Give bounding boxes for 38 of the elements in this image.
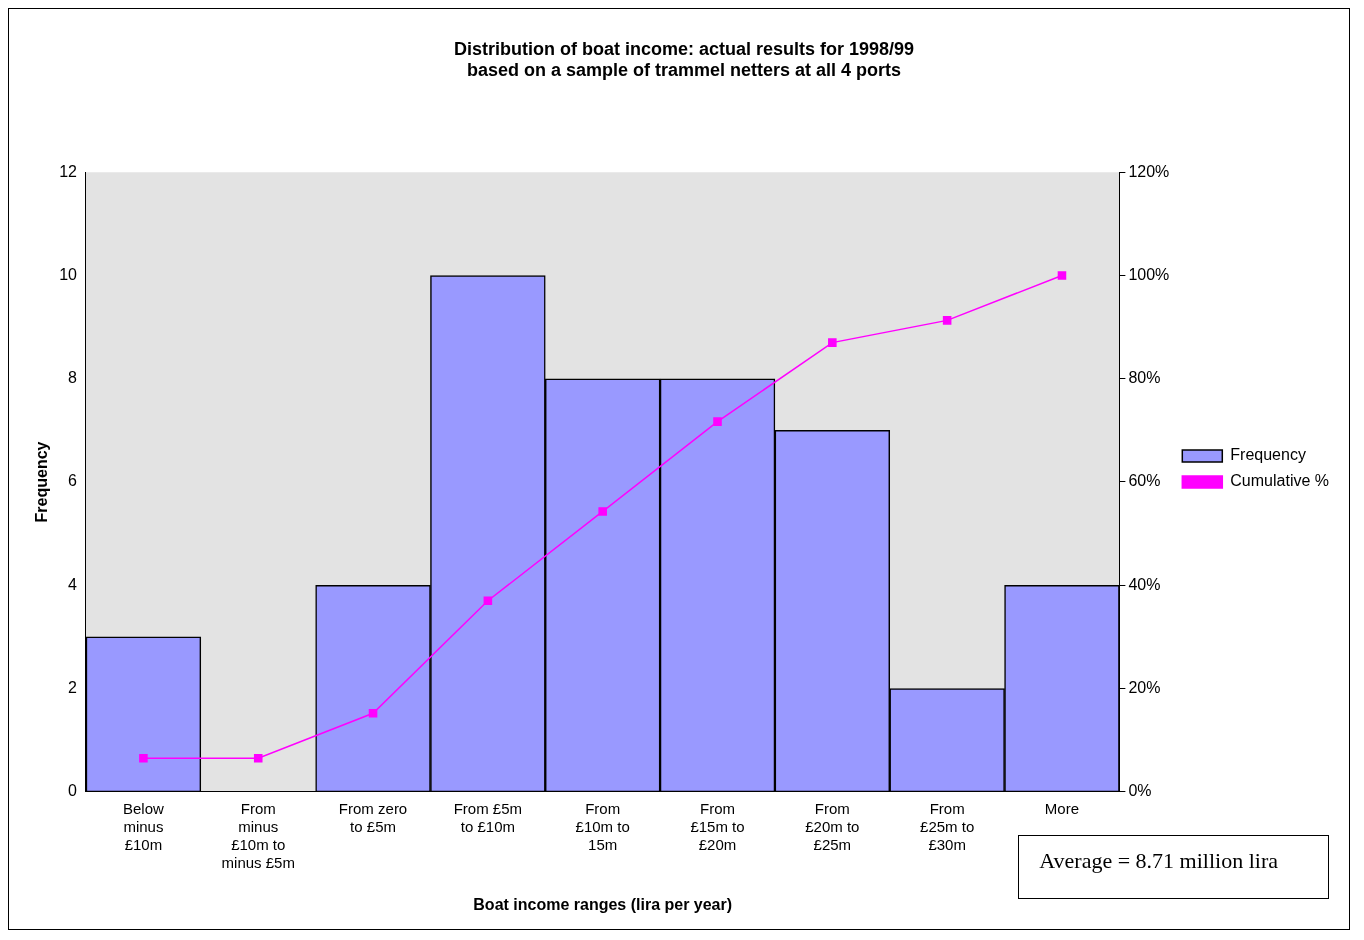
point	[942, 316, 952, 325]
y-tick-label: 12	[59, 162, 78, 180]
y-tick-label: 0	[68, 782, 78, 800]
x-tick-label: From £15m to £20m	[690, 799, 745, 853]
y2-tick-label: 100%	[1128, 265, 1170, 283]
y-tick-label: 2	[68, 678, 78, 696]
x-tick-label: From £5m to £10m	[453, 799, 523, 835]
legend-label: Frequency	[1230, 446, 1306, 464]
point	[598, 507, 607, 516]
y2-tick-label: 20%	[1128, 678, 1161, 696]
y-tick-label: 8	[68, 369, 78, 387]
y2-tick-label: 40%	[1128, 575, 1161, 593]
x-tick-label: From zero to £5m	[338, 799, 408, 835]
x-tick-label: From £10m to 15m	[575, 799, 630, 853]
x-tick-label: From £25m to £30m	[920, 799, 975, 853]
point	[713, 417, 722, 426]
x-tick-label: From minus £10m to minus £5m	[221, 799, 295, 871]
x-tick-label: Below minus £10m	[122, 799, 164, 853]
x-tick-label: More	[1044, 799, 1080, 817]
legend-label: Cumulative %	[1230, 472, 1329, 490]
y-tick-label: 6	[68, 472, 78, 490]
point	[368, 709, 378, 718]
point	[253, 753, 263, 763]
y-tick-label: 4	[68, 575, 78, 593]
point	[139, 753, 148, 763]
y2-tick-label: 60%	[1128, 472, 1161, 490]
point	[1057, 271, 1067, 280]
x-axis-title: Boat income ranges (lira per year)	[473, 895, 733, 913]
chart-title: Distribution of boat income: actual results for 1998/99 based on a sample of trammel netters at all 4 ports	[453, 38, 915, 81]
point	[483, 596, 493, 606]
y2-tick-label: 0%	[1128, 782, 1152, 800]
y-axis-title: Frequency	[33, 441, 51, 523]
y-tick-label: 10	[59, 265, 78, 283]
x-tick-label: From £20m to £25m	[805, 799, 860, 853]
point	[828, 338, 837, 347]
y2-tick-label: 80%	[1128, 369, 1161, 387]
y2-tick-label: 120%	[1128, 162, 1170, 180]
text: Average = 8.71 million lira	[1018, 835, 1329, 899]
